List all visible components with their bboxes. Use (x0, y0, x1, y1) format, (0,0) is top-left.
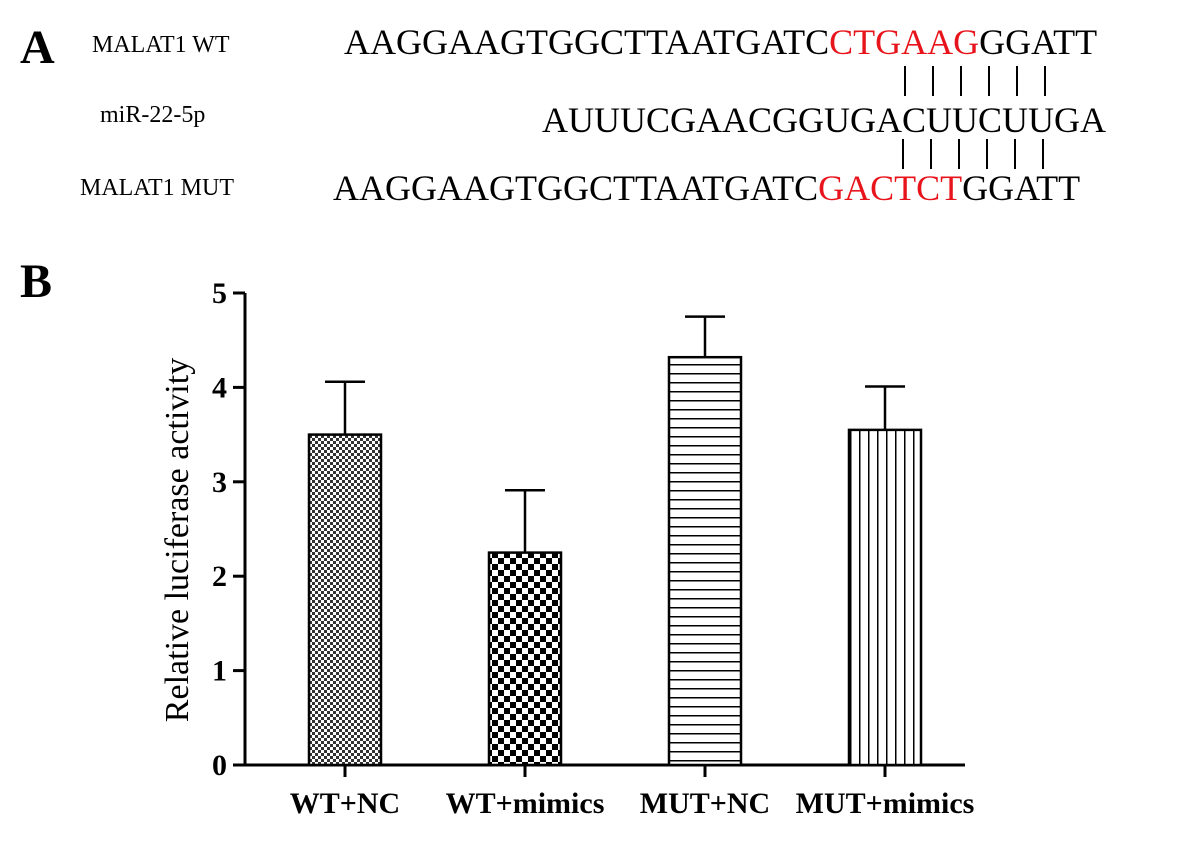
pair-line-top (960, 66, 962, 96)
pair-line-top (932, 66, 934, 96)
mirna-label: miR-22-5p (100, 102, 206, 128)
y-tick-label: 4 (212, 371, 227, 404)
panel-a-letter: A (20, 21, 55, 74)
y-tick-label: 2 (212, 560, 227, 593)
x-tick-label: WT+NC (290, 787, 400, 820)
wt-sequence-prefix: AAGGAAGTGGCTTAATGATC (344, 22, 830, 62)
y-tick-label: 1 (212, 655, 227, 688)
pair-line-top (1016, 66, 1018, 96)
wt-sequence: AAGGAAGTGGCTTAATGATCCTGAAGGGATT (344, 24, 1097, 60)
pair-line-top (1044, 66, 1046, 96)
x-tick-label: MUT+mimics (796, 787, 975, 820)
mut-sequence-suffix: GGATT (962, 168, 1081, 208)
pair-line-bottom (1014, 139, 1016, 169)
y-tick-label: 5 (212, 277, 227, 310)
bar-wt-mimics (487, 551, 563, 767)
pair-line-top (988, 66, 990, 96)
y-axis-label: Relative luciferase activity (159, 358, 196, 722)
pair-line-bottom (1042, 139, 1044, 169)
mirna-sequence: AUUUCGAACGGUGACUUCUUGA (542, 102, 1106, 138)
y-tick-label: 0 (212, 749, 227, 782)
wt-binding-site: CTGAAG (829, 22, 980, 62)
wt-sequence-suffix: GGATT (979, 22, 1098, 62)
mut-sequence-prefix: AAGGAAGTGGCTTAATGATC (333, 168, 819, 208)
bar-wt-nc (307, 433, 383, 767)
pair-line-bottom (958, 139, 960, 169)
y-tick-label: 3 (212, 466, 227, 499)
pair-line-bottom (930, 139, 932, 169)
x-tick-label: WT+mimics (446, 787, 605, 820)
mut-binding-site: GACTCT (818, 168, 963, 208)
wt-sequence-label: MALAT1 WT (92, 32, 230, 58)
mirna-sequence-text: AUUUCGAACGGUGACUUCUUGA (542, 100, 1107, 140)
x-tick-label: MUT+NC (640, 787, 770, 820)
mut-sequence-label: MALAT1 MUT (80, 175, 234, 201)
pair-line-top (904, 66, 906, 96)
mut-sequence: AAGGAAGTGGCTTAATGATCGACTCTGGATT (333, 170, 1080, 206)
pair-line-bottom (986, 139, 988, 169)
pair-line-bottom (902, 139, 904, 169)
panel-b-letter: B (20, 255, 53, 308)
bar-mut-mimics (847, 428, 923, 767)
bar-mut-nc (667, 355, 743, 767)
